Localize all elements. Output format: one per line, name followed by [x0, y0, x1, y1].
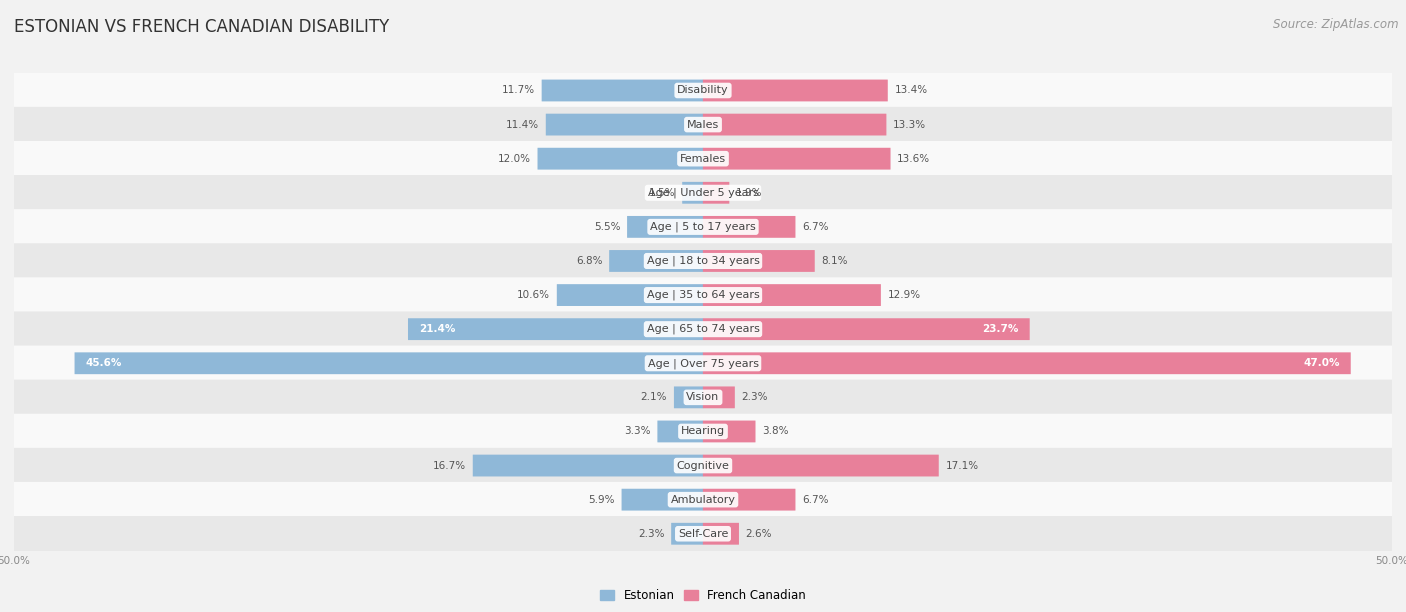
Text: 45.6%: 45.6% [86, 358, 122, 368]
Text: 8.1%: 8.1% [821, 256, 848, 266]
FancyBboxPatch shape [703, 284, 882, 306]
Text: Source: ZipAtlas.com: Source: ZipAtlas.com [1274, 18, 1399, 31]
Text: 2.1%: 2.1% [641, 392, 668, 402]
FancyBboxPatch shape [703, 386, 735, 408]
FancyBboxPatch shape [703, 489, 796, 510]
Text: Vision: Vision [686, 392, 720, 402]
Text: 11.7%: 11.7% [502, 86, 534, 95]
Text: Disability: Disability [678, 86, 728, 95]
Text: 47.0%: 47.0% [1303, 358, 1340, 368]
FancyBboxPatch shape [671, 523, 703, 545]
FancyBboxPatch shape [682, 182, 703, 204]
Text: 17.1%: 17.1% [945, 461, 979, 471]
Text: 6.7%: 6.7% [803, 494, 828, 505]
Text: 11.4%: 11.4% [506, 119, 538, 130]
Text: Hearing: Hearing [681, 427, 725, 436]
FancyBboxPatch shape [703, 318, 1029, 340]
Text: Age | 5 to 17 years: Age | 5 to 17 years [650, 222, 756, 232]
FancyBboxPatch shape [14, 482, 1392, 517]
FancyBboxPatch shape [703, 216, 796, 238]
FancyBboxPatch shape [14, 277, 1392, 313]
FancyBboxPatch shape [703, 80, 887, 102]
FancyBboxPatch shape [557, 284, 703, 306]
Text: 2.3%: 2.3% [638, 529, 665, 539]
Text: Age | 35 to 64 years: Age | 35 to 64 years [647, 290, 759, 300]
Text: Age | 18 to 34 years: Age | 18 to 34 years [647, 256, 759, 266]
FancyBboxPatch shape [75, 353, 703, 374]
FancyBboxPatch shape [537, 147, 703, 170]
Text: 3.3%: 3.3% [624, 427, 651, 436]
FancyBboxPatch shape [703, 523, 740, 545]
FancyBboxPatch shape [14, 448, 1392, 483]
Text: 12.9%: 12.9% [887, 290, 921, 300]
FancyBboxPatch shape [14, 107, 1392, 143]
Text: 6.8%: 6.8% [576, 256, 602, 266]
FancyBboxPatch shape [703, 420, 755, 442]
Text: 10.6%: 10.6% [517, 290, 550, 300]
FancyBboxPatch shape [472, 455, 703, 477]
Text: 1.5%: 1.5% [650, 188, 675, 198]
FancyBboxPatch shape [541, 80, 703, 102]
FancyBboxPatch shape [627, 216, 703, 238]
Text: ESTONIAN VS FRENCH CANADIAN DISABILITY: ESTONIAN VS FRENCH CANADIAN DISABILITY [14, 18, 389, 36]
Text: Males: Males [688, 119, 718, 130]
Text: 3.8%: 3.8% [762, 427, 789, 436]
FancyBboxPatch shape [14, 516, 1392, 551]
Text: Cognitive: Cognitive [676, 461, 730, 471]
Text: 12.0%: 12.0% [498, 154, 531, 163]
FancyBboxPatch shape [14, 312, 1392, 347]
FancyBboxPatch shape [14, 379, 1392, 415]
Text: Age | 65 to 74 years: Age | 65 to 74 years [647, 324, 759, 334]
Text: 13.3%: 13.3% [893, 119, 927, 130]
Text: Self-Care: Self-Care [678, 529, 728, 539]
Text: 5.9%: 5.9% [588, 494, 614, 505]
Text: Females: Females [681, 154, 725, 163]
FancyBboxPatch shape [703, 250, 814, 272]
Text: 2.3%: 2.3% [741, 392, 768, 402]
FancyBboxPatch shape [14, 414, 1392, 449]
FancyBboxPatch shape [14, 243, 1392, 278]
FancyBboxPatch shape [609, 250, 703, 272]
Text: Age | Under 5 years: Age | Under 5 years [648, 187, 758, 198]
FancyBboxPatch shape [408, 318, 703, 340]
FancyBboxPatch shape [673, 386, 703, 408]
Text: 13.4%: 13.4% [894, 86, 928, 95]
FancyBboxPatch shape [703, 182, 730, 204]
FancyBboxPatch shape [703, 353, 1351, 374]
FancyBboxPatch shape [703, 147, 890, 170]
FancyBboxPatch shape [703, 455, 939, 477]
FancyBboxPatch shape [14, 346, 1392, 381]
Legend: Estonian, French Canadian: Estonian, French Canadian [595, 584, 811, 607]
FancyBboxPatch shape [658, 420, 703, 442]
Text: Ambulatory: Ambulatory [671, 494, 735, 505]
FancyBboxPatch shape [14, 175, 1392, 211]
Text: 21.4%: 21.4% [419, 324, 456, 334]
FancyBboxPatch shape [14, 73, 1392, 108]
Text: 5.5%: 5.5% [593, 222, 620, 232]
FancyBboxPatch shape [546, 114, 703, 135]
FancyBboxPatch shape [703, 114, 886, 135]
FancyBboxPatch shape [621, 489, 703, 510]
Text: 23.7%: 23.7% [983, 324, 1018, 334]
FancyBboxPatch shape [14, 209, 1392, 245]
Text: Age | Over 75 years: Age | Over 75 years [648, 358, 758, 368]
Text: 1.9%: 1.9% [737, 188, 762, 198]
FancyBboxPatch shape [14, 141, 1392, 176]
Text: 16.7%: 16.7% [433, 461, 465, 471]
Text: 6.7%: 6.7% [803, 222, 828, 232]
Text: 2.6%: 2.6% [745, 529, 772, 539]
Text: 13.6%: 13.6% [897, 154, 931, 163]
